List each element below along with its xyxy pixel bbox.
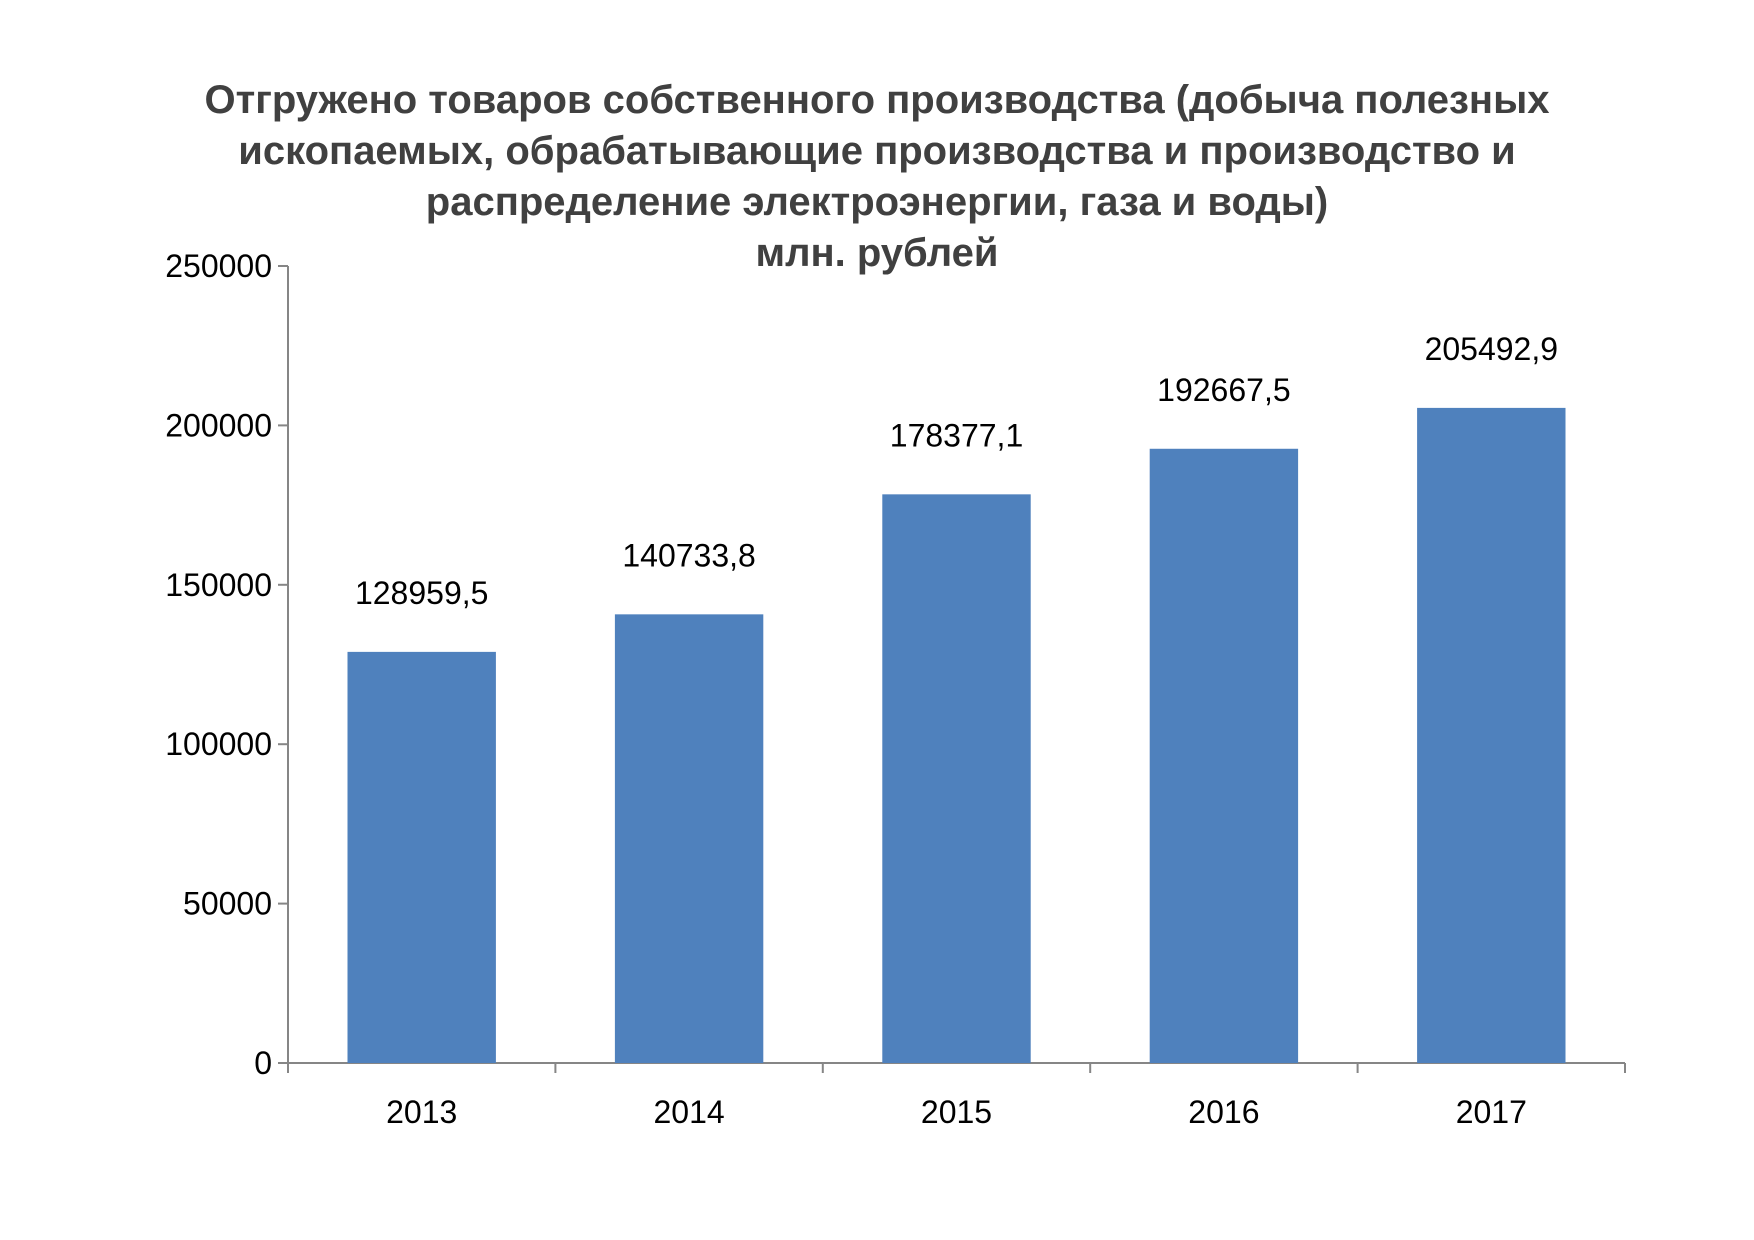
bar-2016 xyxy=(1149,448,1299,1063)
y-tick-label: 200000 xyxy=(165,407,272,443)
bar-2013 xyxy=(347,651,496,1063)
x-tick-label: 2015 xyxy=(921,1094,992,1130)
data-label-2015: 178377,1 xyxy=(890,417,1023,453)
bar-2017 xyxy=(1417,407,1566,1063)
data-label-2013: 128959,5 xyxy=(355,575,488,611)
plot-area: 0 50000 100000 150000 200000 250000 2013 128959… xyxy=(165,248,1626,1130)
x-tick-label: 2013 xyxy=(386,1094,457,1130)
chart-title-line-2: ископаемых, обрабатывающие производства … xyxy=(238,129,1515,173)
y-tick-label: 0 xyxy=(254,1045,272,1081)
x-tick-label: 2016 xyxy=(1188,1094,1259,1130)
chart-title-line-1: Отгружено товаров собственного производс… xyxy=(205,78,1550,122)
x-tick-label: 2014 xyxy=(654,1094,725,1130)
x-tick-label: 2017 xyxy=(1456,1094,1527,1130)
y-tick-label: 150000 xyxy=(165,567,272,603)
bar-2014 xyxy=(614,614,764,1063)
data-label-2014: 140733,8 xyxy=(622,537,755,573)
y-tick-label: 50000 xyxy=(183,886,272,922)
data-label-2016: 192667,5 xyxy=(1157,372,1290,408)
y-tick-label: 100000 xyxy=(165,726,272,762)
bar-2015 xyxy=(882,494,1031,1063)
chart-title-line-3: распределение электроэнергии, газа и вод… xyxy=(426,180,1328,224)
chart-title: Отгружено товаров собственного производс… xyxy=(205,78,1550,275)
data-label-2017: 205492,9 xyxy=(1425,331,1558,367)
chart-title-line-4: млн. рублей xyxy=(756,231,999,275)
y-tick-label: 250000 xyxy=(165,248,272,284)
